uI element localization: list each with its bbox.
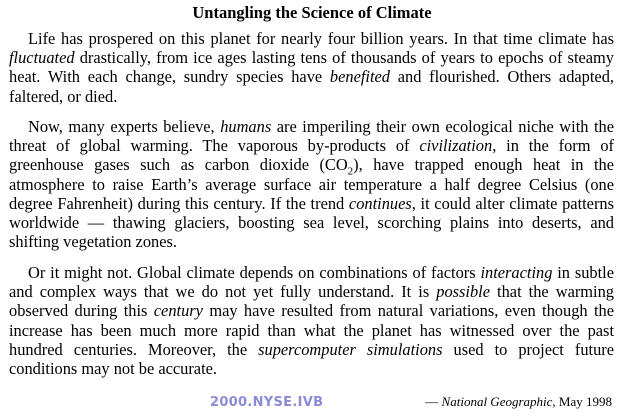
paragraph-2: Now, many experts believe, humans are im… [9,117,614,251]
emphasis: benefited [329,67,390,87]
text-run: , it could alter climate patterns worldw… [9,193,614,252]
document-title: Untangling the Science of Climate [192,3,432,22]
source-dash: — [425,394,442,409]
text-run: and flourished. Others adapted, faltered… [9,67,614,106]
footer: 2000.NYSE.IVB — National Geographic, May… [0,393,624,413]
emphasis: civilization [419,136,493,156]
text-run: Life has prospered on this planet for ne… [28,29,614,48]
emphasis: century [153,301,203,321]
emphasis: continues [348,193,412,213]
source-publication: National Geographic [441,394,553,409]
subscript: 2 [347,165,354,178]
paragraph-1: Life has prospered on this planet for ne… [9,29,614,106]
text-run: ), have trapped enough heat in the atmos… [9,155,614,213]
text-run: drastically, from ice ages lasting tens … [9,48,614,87]
text-run: Or it might not. Global climate depends … [28,263,481,282]
source-date: , May 1998 [552,394,612,409]
emphasis: fluctuated [9,48,75,68]
emphasis: supercomputer simulations [258,339,443,359]
text-run: in subtle and complex ways that we do no… [9,263,614,302]
text-run: that the warming observed during this [9,282,614,321]
emphasis: possible [436,282,490,302]
emphasis: humans [220,117,272,136]
watermark: 2000.NYSE.IVB [210,395,324,410]
paragraph-3: Or it might not. Global climate depends … [9,263,614,378]
source-citation: — National Geographic, May 1998 [425,393,612,411]
text-run: , in the form of greenhouse gases such a… [9,136,614,175]
text-run: used to project future conditions may no… [9,339,614,379]
text-run: are imperiling their own ecological nich… [9,117,615,156]
emphasis: interacting [480,263,553,282]
text-run: Now, many experts believe, [28,117,221,136]
text-run: may have resulted from natural variation… [9,301,614,359]
